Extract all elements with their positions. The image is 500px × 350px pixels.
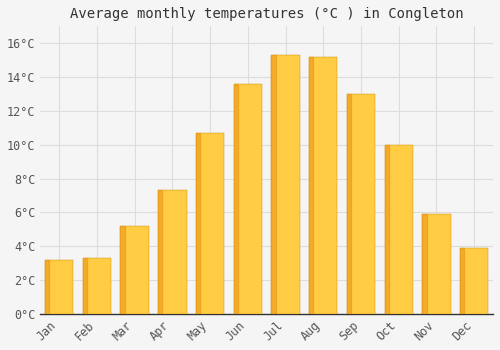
Bar	[272, 55, 299, 314]
Bar	[196, 133, 200, 314]
Bar	[83, 258, 111, 314]
Bar	[309, 57, 338, 314]
Bar	[309, 57, 314, 314]
Bar	[196, 133, 224, 314]
Bar	[422, 214, 426, 314]
Bar	[120, 226, 124, 314]
Bar	[272, 55, 276, 314]
Bar	[460, 248, 464, 314]
Bar	[384, 145, 413, 314]
Bar	[158, 190, 186, 314]
Bar	[347, 94, 351, 314]
Bar	[83, 258, 87, 314]
Bar	[45, 260, 50, 314]
Bar	[460, 248, 488, 314]
Bar	[234, 84, 262, 314]
Bar	[422, 214, 450, 314]
Bar	[384, 145, 389, 314]
Bar	[347, 94, 375, 314]
Bar	[45, 260, 74, 314]
Bar	[120, 226, 149, 314]
Bar	[234, 84, 238, 314]
Bar	[158, 190, 162, 314]
Title: Average monthly temperatures (°C ) in Congleton: Average monthly temperatures (°C ) in Co…	[70, 7, 464, 21]
